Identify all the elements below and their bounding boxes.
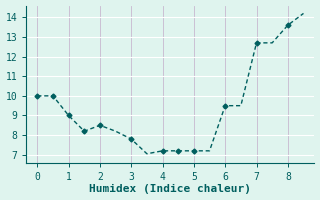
X-axis label: Humidex (Indice chaleur): Humidex (Indice chaleur) — [89, 184, 252, 194]
